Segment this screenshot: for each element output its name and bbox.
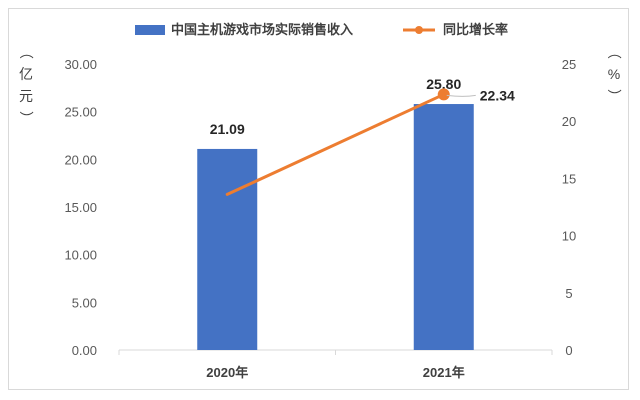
y-left-tick-label: 5.00 bbox=[72, 295, 97, 310]
legend-bar-swatch bbox=[135, 25, 165, 35]
legend-line-marker bbox=[415, 26, 423, 34]
bar-data-label: 25.80 bbox=[426, 76, 461, 92]
line-data-label: 22.34 bbox=[480, 87, 515, 103]
growth-rate-marker bbox=[437, 88, 450, 101]
chart-svg: 0.00 5.00 10.00 15.00 20.00 25.00 30.00 0 5 10 15 2… bbox=[18, 22, 622, 380]
y-right-tick-label: 0 bbox=[565, 343, 572, 358]
bar bbox=[413, 104, 474, 350]
x-axis-category-label: 2020年 bbox=[206, 365, 248, 380]
y-left-tick-label: 25.00 bbox=[64, 105, 97, 120]
bar bbox=[197, 148, 258, 350]
growth-rate-line bbox=[225, 92, 446, 196]
y-right-unit-label: ） bbox=[606, 89, 622, 103]
y-left-unit-label: 元 bbox=[19, 88, 33, 104]
y-left-tick-label: 20.00 bbox=[64, 152, 97, 167]
y-right-tick-label: 20 bbox=[562, 114, 576, 129]
data-label-leader-line bbox=[446, 94, 476, 97]
bar-data-label: 21.09 bbox=[210, 121, 245, 137]
chart-frame: 0.00 5.00 10.00 15.00 20.00 25.00 30.00 0 5 10 15 2… bbox=[8, 8, 629, 390]
y-right-unit-label: % bbox=[608, 66, 620, 82]
y-right-tick-label: 5 bbox=[565, 286, 572, 301]
y-left-unit-label: （ bbox=[18, 45, 34, 59]
y-right-unit-label: （ bbox=[606, 45, 622, 59]
y-right-tick-label: 15 bbox=[562, 171, 576, 186]
y-left-unit-label: ） bbox=[18, 111, 34, 125]
y-left-unit-label: 亿 bbox=[19, 66, 33, 82]
legend-bar-label: 中国主机游戏市场实际销售收入 bbox=[171, 22, 353, 37]
y-left-tick-label: 15.00 bbox=[64, 200, 97, 215]
y-left-tick-label: 30.00 bbox=[64, 57, 97, 72]
y-right-tick-label: 10 bbox=[562, 229, 576, 244]
legend-line-label: 同比增长率 bbox=[443, 22, 508, 37]
x-axis-category-label: 2021年 bbox=[423, 365, 465, 380]
y-left-tick-label: 10.00 bbox=[64, 248, 97, 263]
y-right-tick-label: 25 bbox=[562, 57, 576, 72]
y-left-tick-label: 0.00 bbox=[72, 343, 97, 358]
